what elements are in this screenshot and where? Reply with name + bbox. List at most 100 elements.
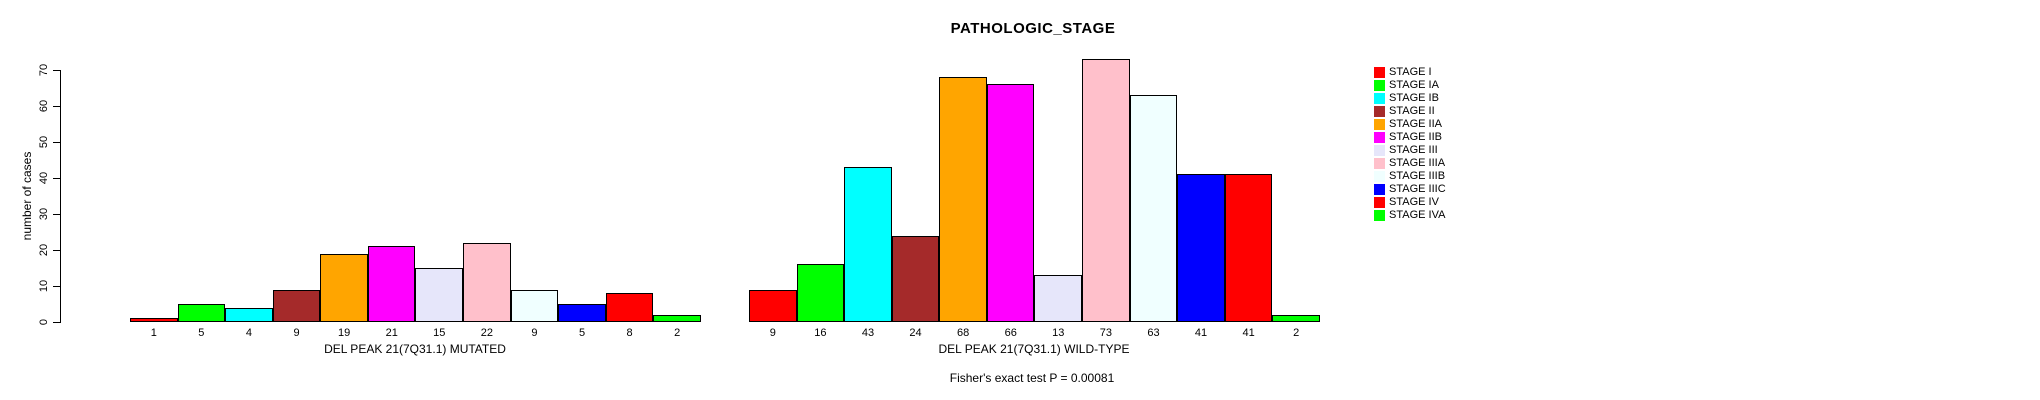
- legend-swatch-stage-iib: [1374, 132, 1385, 143]
- bar-mutated-stage-iv: [605, 293, 654, 322]
- bar-value-label: 2: [674, 327, 681, 339]
- legend-swatch-stage-iia: [1374, 119, 1385, 130]
- y-tick-40: [53, 177, 60, 179]
- bar-value-label: 1: [150, 327, 157, 339]
- bar-wild-type-stage-iiia: [1082, 59, 1130, 322]
- legend-swatch-stage-i: [1374, 67, 1385, 78]
- bar-value-label: 41: [1242, 327, 1255, 339]
- legend-swatch-stage-iiic: [1374, 184, 1385, 195]
- y-tick-label-50: 50: [38, 135, 50, 149]
- bar-mutated-stage-iiib: [510, 289, 559, 322]
- bar-wild-type-stage-ii: [891, 235, 940, 322]
- legend-label: STAGE I: [1389, 66, 1432, 78]
- legend-item-stage-ia: STAGE IA: [1374, 79, 1446, 92]
- bar-value-label: 13: [1052, 327, 1065, 339]
- legend-label: STAGE IB: [1389, 92, 1439, 104]
- y-tick-0: [53, 321, 60, 323]
- bar-value-label: 9: [293, 327, 300, 339]
- bar-wild-type-stage-iia: [939, 77, 987, 322]
- y-tick-label-0: 0: [38, 318, 50, 326]
- legend-item-stage-iiic: STAGE IIIC: [1374, 183, 1446, 196]
- legend-label: STAGE IVA: [1389, 209, 1446, 221]
- legend-label: STAGE III: [1389, 144, 1438, 156]
- y-tick-label-30: 30: [38, 207, 50, 221]
- legend-label: STAGE IIB: [1389, 131, 1442, 143]
- legend-swatch-stage-iv: [1374, 197, 1385, 208]
- x-axis-label-wildtype: DEL PEAK 21(7Q31.1) WILD-TYPE: [938, 342, 1130, 356]
- bar-wild-type-stage-iv: [1224, 174, 1273, 322]
- legend-item-stage-iva: STAGE IVA: [1374, 209, 1446, 222]
- y-axis-line: [60, 70, 61, 323]
- legend-swatch-stage-iva: [1374, 210, 1385, 221]
- legend-item-stage-ii: STAGE II: [1374, 105, 1446, 118]
- bar-value-label: 8: [626, 327, 633, 339]
- legend-item-stage-iia: STAGE IIA: [1374, 118, 1446, 131]
- chart-title: PATHOLOGIC_STAGE: [950, 20, 1116, 37]
- y-tick-60: [53, 105, 60, 107]
- y-tick-label-10: 10: [38, 279, 50, 293]
- legend-label: STAGE IIIC: [1389, 183, 1446, 195]
- legend-swatch-stage-ia: [1374, 80, 1385, 91]
- bar-value-label: 63: [1147, 327, 1160, 339]
- x-axis-label-mutated: DEL PEAK 21(7Q31.1) MUTATED: [324, 342, 506, 356]
- bar-wild-type-stage-i: [749, 289, 797, 322]
- legend-item-stage-iiib: STAGE IIIB: [1374, 170, 1446, 183]
- bar-wild-type-stage-ib: [844, 167, 892, 322]
- legend-item-stage-iv: STAGE IV: [1374, 196, 1446, 209]
- legend-swatch-stage-iiia: [1374, 158, 1385, 169]
- y-tick-10: [53, 285, 60, 287]
- bar-wild-type-stage-ia: [796, 264, 845, 322]
- y-axis-title: number of cases: [20, 151, 34, 241]
- bar-mutated-stage-ib: [225, 307, 273, 322]
- bar-value-label: 15: [433, 327, 446, 339]
- bar-value-label: 5: [198, 327, 205, 339]
- legend-swatch-stage-ib: [1374, 93, 1385, 104]
- y-tick-label-20: 20: [38, 243, 50, 257]
- bar-wild-type-stage-iii: [1034, 275, 1083, 322]
- bar-wild-type-stage-iiib: [1129, 95, 1178, 322]
- y-tick-70: [53, 69, 60, 71]
- bar-value-label: 9: [769, 327, 776, 339]
- legend-label: STAGE IIIA: [1389, 157, 1446, 169]
- bar-wild-type-stage-iiic: [1177, 174, 1225, 322]
- y-tick-label-40: 40: [38, 171, 50, 185]
- bar-value-label: 43: [861, 327, 875, 339]
- bar-wild-type-stage-iib: [986, 84, 1035, 322]
- bar-mutated-stage-iiic: [558, 304, 606, 322]
- legend-label: STAGE II: [1389, 105, 1435, 117]
- bar-mutated-stage-ia: [177, 304, 226, 322]
- bar-mutated-stage-i: [130, 318, 178, 322]
- legend-swatch-stage-ii: [1374, 106, 1385, 117]
- bar-value-label: 5: [578, 327, 586, 339]
- bar-value-label: 41: [1194, 327, 1208, 339]
- bar-mutated-stage-ii: [272, 289, 321, 322]
- bar-mutated-stage-iiia: [463, 242, 511, 322]
- y-tick-label-60: 60: [38, 99, 50, 113]
- legend-label: STAGE IV: [1389, 196, 1439, 208]
- legend-label: STAGE IA: [1389, 79, 1439, 91]
- y-tick-label-70: 70: [38, 63, 50, 77]
- legend-label: STAGE IIA: [1389, 118, 1442, 130]
- legend: STAGE I STAGE IA STAGE IB STAGE II STAGE IIA…: [1374, 66, 1446, 222]
- legend-item-stage-ib: STAGE IB: [1374, 92, 1446, 105]
- legend-swatch-stage-iiib: [1374, 171, 1385, 182]
- bar-value-label: 9: [531, 327, 538, 339]
- bar-value-label: 22: [480, 327, 493, 339]
- bar-value-label: 21: [385, 327, 398, 339]
- legend-item-stage-iii: STAGE III: [1374, 144, 1446, 157]
- y-tick-20: [53, 249, 60, 251]
- bar-value-label: 4: [245, 327, 253, 339]
- bar-value-label: 73: [1099, 327, 1112, 339]
- bar-value-label: 2: [1293, 327, 1300, 339]
- bar-mutated-stage-iia: [320, 253, 368, 322]
- fisher-test-caption: Fisher's exact test P = 0.00081: [949, 371, 1115, 385]
- bar-mutated-stage-iva: [653, 314, 701, 322]
- legend-item-stage-i: STAGE I: [1374, 66, 1446, 79]
- bar-mutated-stage-iii: [415, 268, 464, 322]
- bar-value-label: 66: [1004, 327, 1017, 339]
- bar-wild-type-stage-iva: [1272, 314, 1320, 322]
- legend-swatch-stage-iii: [1374, 145, 1385, 156]
- legend-label: STAGE IIIB: [1389, 170, 1446, 182]
- y-tick-50: [53, 141, 60, 143]
